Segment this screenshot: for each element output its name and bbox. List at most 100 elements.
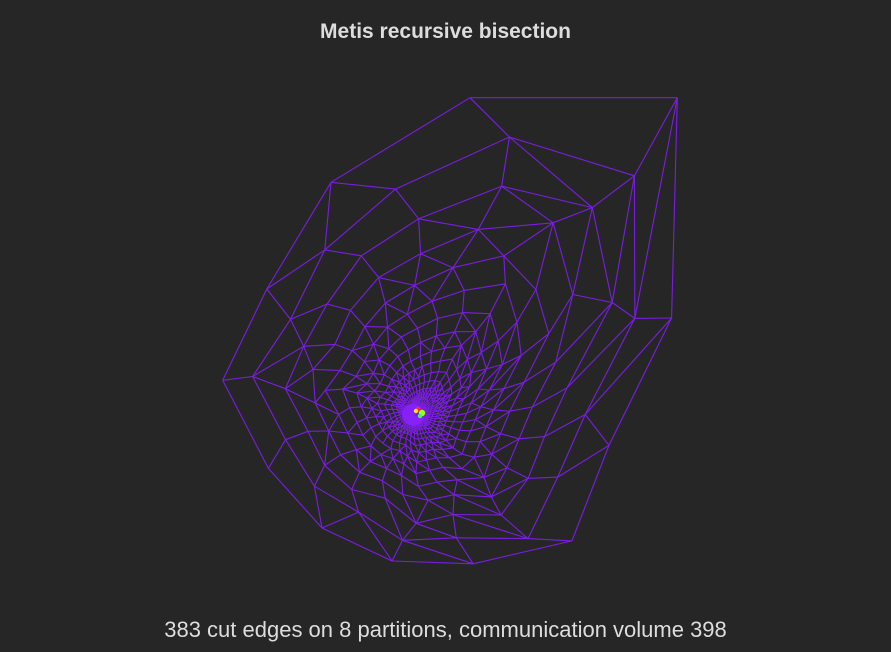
mesh-edge-1371	[392, 450, 401, 459]
mesh-edge-1493	[355, 449, 361, 473]
mesh-edge-1333	[370, 436, 377, 447]
mesh-edge-1180	[371, 407, 382, 412]
mesh-edge-909	[428, 372, 432, 382]
mesh-edge-426	[424, 403, 429, 408]
mesh-edge-1431	[415, 473, 419, 487]
mesh-edge-1338	[342, 383, 368, 390]
mesh-edge-1495	[314, 402, 330, 432]
mesh-edge-1182	[366, 397, 378, 405]
mesh-edge-1481	[500, 433, 520, 440]
mesh-edge-1104	[410, 361, 416, 371]
mesh-edge-992	[392, 418, 398, 423]
mesh-edge-971	[436, 424, 439, 429]
mesh-edge-995	[387, 408, 393, 411]
mesh-edge-1279	[485, 340, 499, 370]
mesh-edge-1099	[391, 378, 400, 383]
mesh-edge-1555	[500, 478, 529, 516]
mesh-edge-809	[435, 402, 443, 408]
mesh-edge-1210	[445, 440, 454, 449]
mesh-edge-1622	[330, 97, 471, 183]
mesh-edge-1193	[430, 335, 437, 352]
mesh-edge-1271	[400, 336, 409, 350]
mesh-edge-1598	[314, 485, 359, 513]
mesh-edge-1098	[391, 379, 397, 388]
mesh-edge-1619	[267, 439, 287, 469]
mesh-edge-423	[422, 398, 426, 404]
mesh-edge-1479	[523, 361, 556, 383]
mesh-edge-563	[428, 401, 434, 406]
mesh-edge-1309	[366, 373, 374, 384]
mesh-edge-1093	[380, 396, 388, 401]
mesh-edge-1477	[535, 222, 554, 290]
mesh-edge-1046	[390, 418, 394, 423]
mesh-edge-1600	[252, 376, 287, 440]
mesh-edge-1408	[364, 326, 374, 345]
mesh-edge-424	[423, 399, 428, 405]
mesh-edge-1494	[340, 449, 357, 456]
mesh-edge-1378	[342, 375, 357, 390]
mesh-edge-1323	[465, 430, 472, 443]
mesh-edge-1560	[324, 464, 353, 490]
mesh-edge-1225	[378, 423, 384, 431]
mesh-edge-729	[406, 397, 409, 400]
mesh-edge-1497	[312, 344, 336, 370]
mesh-edge-1532	[506, 467, 529, 479]
mesh-edge-1355	[489, 388, 504, 391]
mesh-edge-1108	[451, 345, 462, 360]
mesh-edge-1023	[441, 410, 451, 416]
mesh-edge-1169	[409, 440, 416, 446]
mesh-edge-1297	[410, 449, 418, 463]
mesh-edge-814	[432, 413, 438, 415]
mesh-edge-1223	[386, 435, 394, 442]
mesh-edge-1233	[389, 356, 399, 366]
mesh-edge-1419	[503, 381, 525, 390]
mesh-edge-1523	[418, 218, 479, 230]
mesh-edge-1243	[466, 402, 472, 414]
mesh-edge-961	[446, 372, 450, 381]
mesh-edge-1500	[378, 253, 421, 278]
mesh-edge-1273	[435, 318, 439, 336]
mesh-edge-1179	[375, 410, 382, 418]
mesh-edge-1516	[285, 388, 316, 404]
mesh-edge-848	[412, 385, 417, 389]
mesh-edge-1085	[391, 425, 396, 432]
mesh-edge-1259	[366, 408, 373, 419]
mesh-edge-1139	[386, 421, 390, 428]
mesh-edge-1520	[326, 303, 351, 311]
mesh-edge-1234	[397, 349, 409, 357]
mesh-edge-1524	[477, 185, 503, 230]
mesh-edge-1138	[388, 426, 393, 432]
mesh-edge-1350	[489, 283, 506, 314]
mesh-edge-1113	[460, 372, 472, 389]
mesh-edge-1630	[267, 468, 323, 529]
mesh-edge-1563	[252, 375, 286, 390]
mesh-edge-1288	[456, 437, 467, 443]
mesh-edge-1443	[351, 326, 366, 351]
mesh-edge-1405	[339, 369, 357, 377]
mesh-edge-1320	[480, 389, 490, 407]
mesh-edge-1291	[433, 448, 450, 459]
mesh-edge-1527	[572, 207, 593, 295]
mesh-edge-1147	[391, 372, 398, 380]
mesh-edge-1228	[366, 397, 373, 409]
mesh-edge-1280	[486, 363, 503, 370]
mesh-edge-1211	[439, 442, 454, 449]
mesh-edge-1006	[403, 376, 410, 383]
mesh-edge-1317	[489, 313, 499, 341]
mesh-edge-1353	[502, 354, 522, 365]
mesh-edge-1086	[388, 425, 395, 428]
mesh-edge-1382	[387, 313, 408, 328]
mesh-edge-1235	[408, 341, 422, 351]
mesh-edge-1448	[503, 255, 537, 290]
mesh-edge-1491	[381, 468, 387, 481]
mesh-edge-1529	[555, 302, 613, 363]
mesh-edge-1543	[324, 430, 330, 466]
mesh-edge-1390	[485, 409, 495, 427]
mesh-edge-1232	[383, 365, 391, 376]
mesh-edge-1518	[303, 346, 314, 370]
mesh-edge-945	[393, 412, 397, 417]
mesh-edge-891	[391, 403, 399, 406]
mesh-edge-1535	[453, 494, 502, 516]
mesh-edge-1427	[473, 456, 485, 478]
mesh-edge-1281	[477, 364, 503, 390]
